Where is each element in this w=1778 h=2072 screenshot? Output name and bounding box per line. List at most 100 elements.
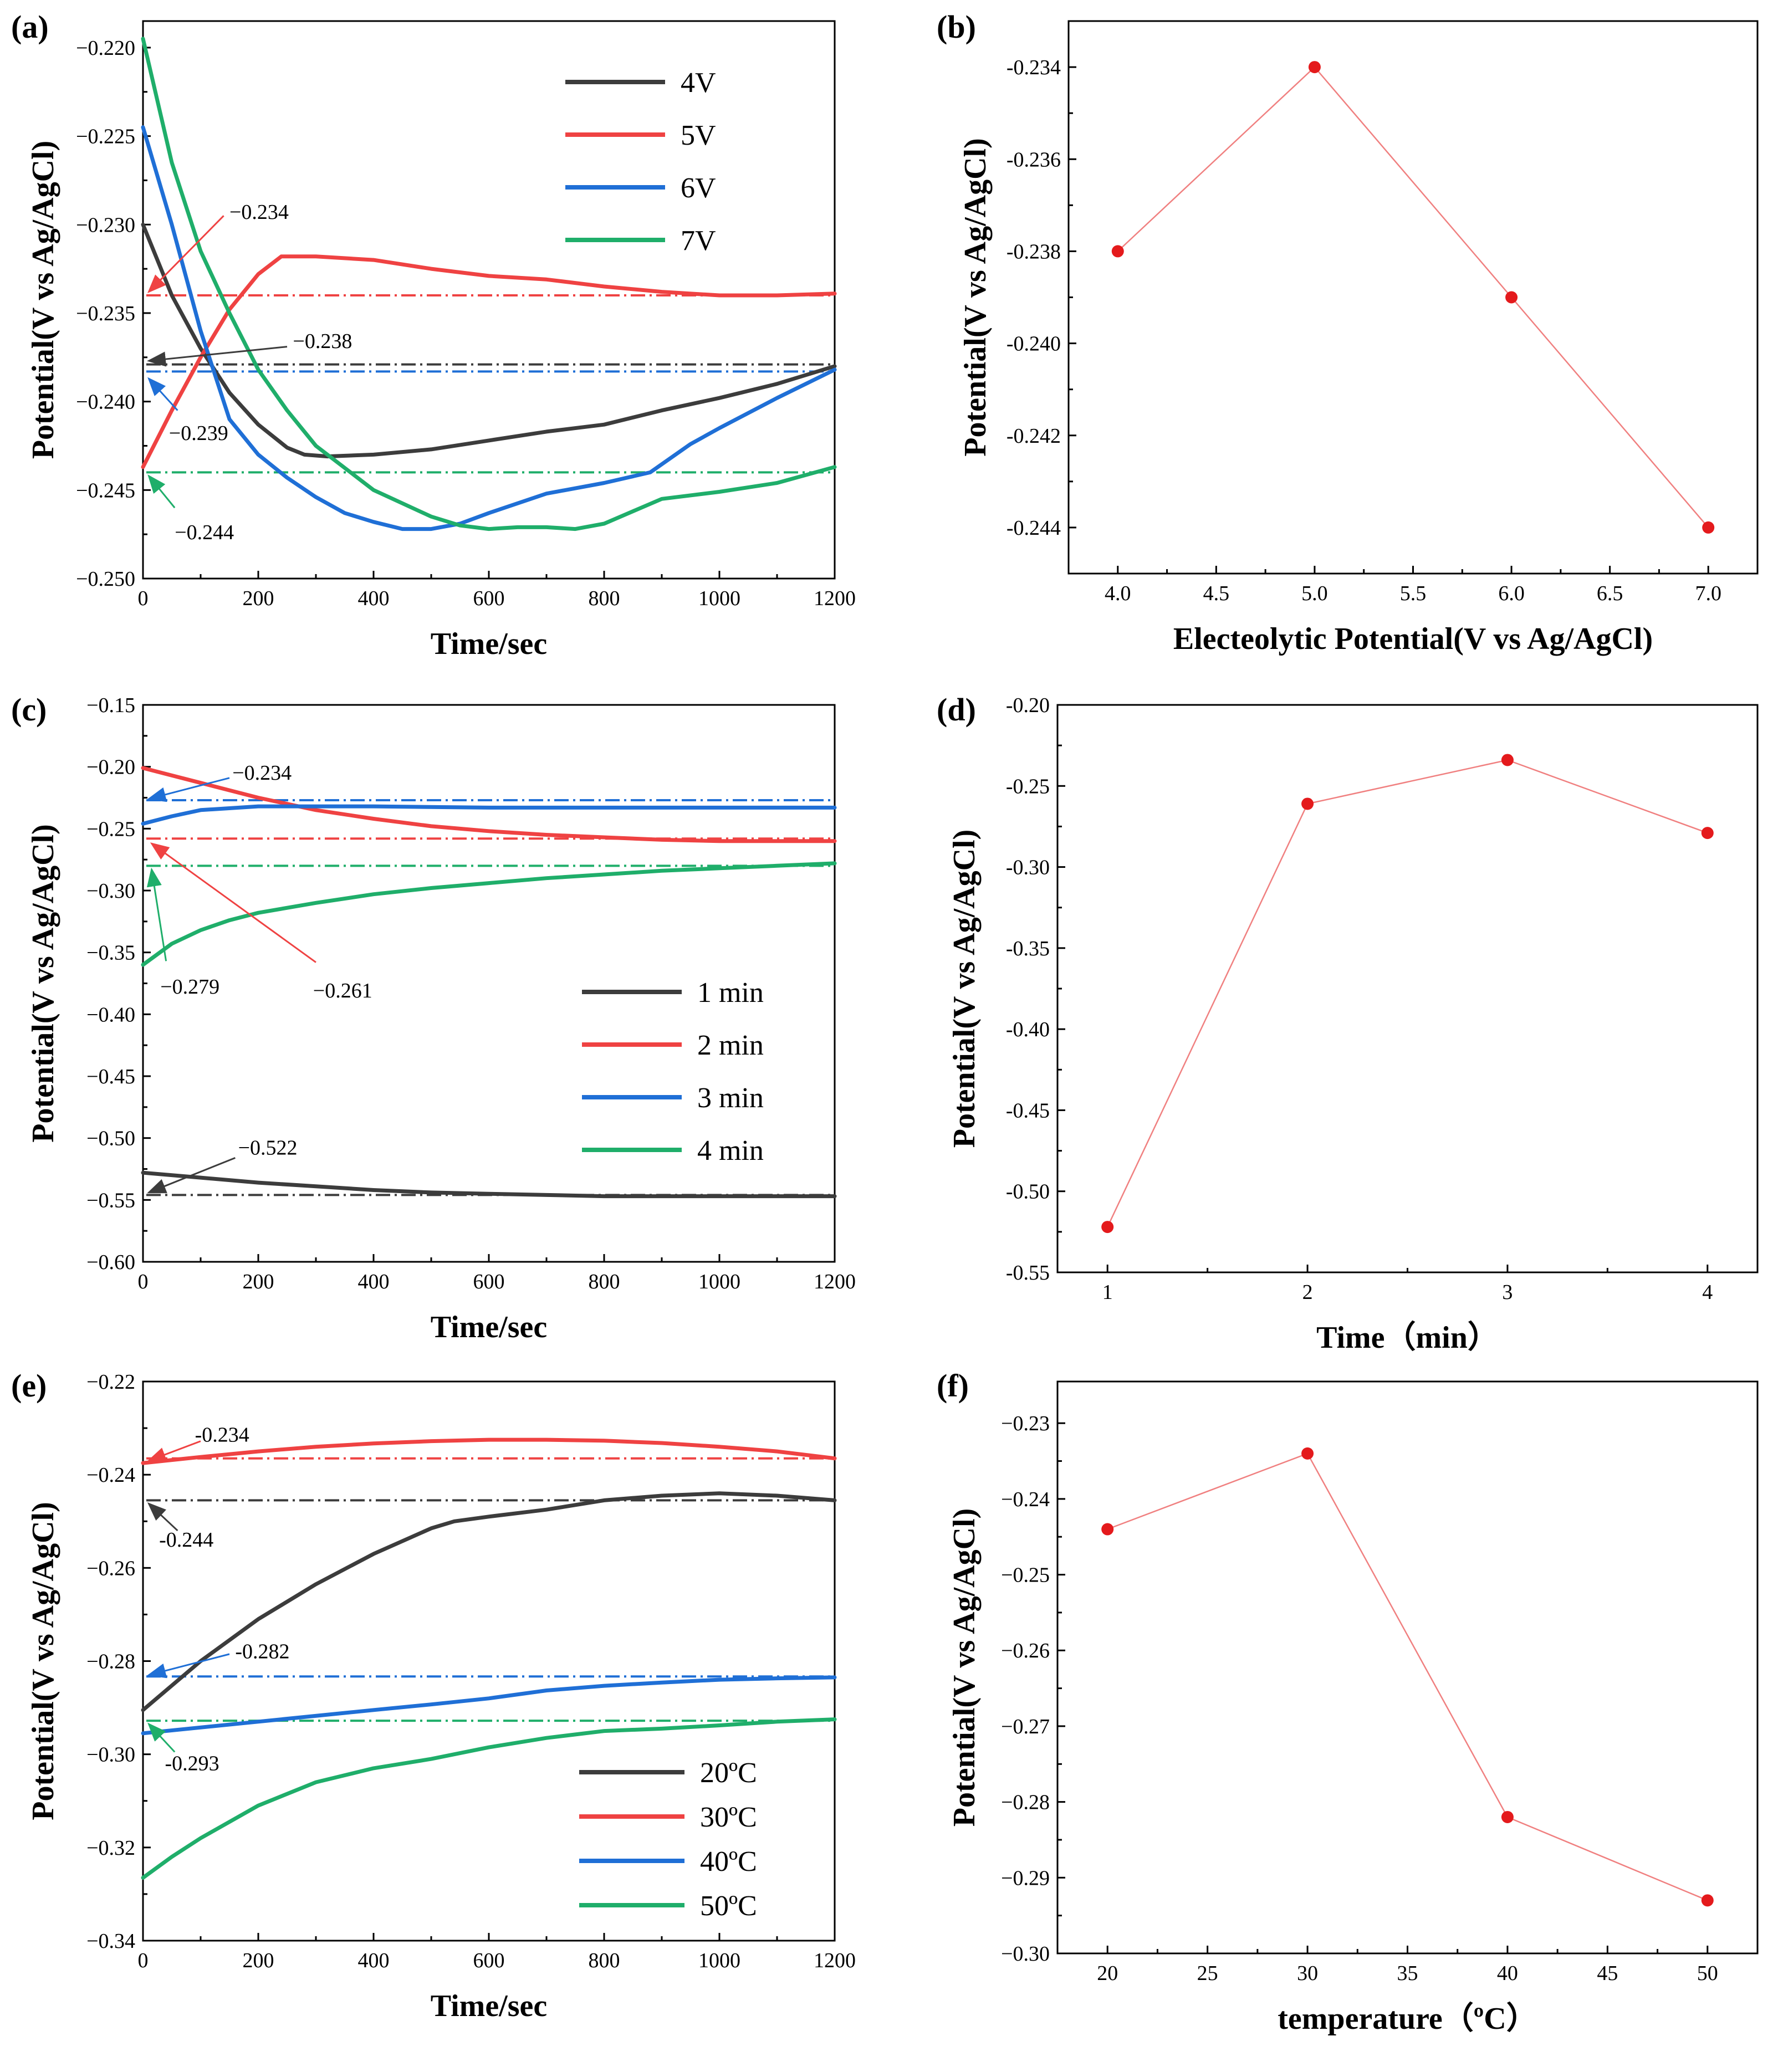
- y-tick-label: −0.235: [76, 302, 135, 325]
- data-point: [1702, 521, 1715, 534]
- x-tick-label: 600: [473, 1270, 505, 1293]
- x-tick-label: 20: [1097, 1962, 1118, 1985]
- x-tick-label: 5.5: [1400, 582, 1427, 605]
- x-axis-title: Electeolytic Potential(V vs Ag/AgCl): [1173, 622, 1653, 656]
- x-tick-label: 1200: [814, 1270, 856, 1293]
- annotation-label: −0.279: [160, 975, 219, 999]
- legend-label: 50ºC: [700, 1890, 757, 1922]
- y-tick-label: −0.25: [86, 817, 135, 841]
- data-point: [1501, 1810, 1514, 1823]
- annotation-arrow: [147, 1653, 230, 1679]
- panel-label: (b): [937, 9, 976, 45]
- y-tick-label: −0.225: [76, 125, 135, 149]
- y-tick-label: -0.234: [1006, 56, 1061, 79]
- x-axis-title: Time/sec: [431, 627, 547, 661]
- y-tick-label: −0.29: [1001, 1866, 1050, 1890]
- series-line-black: [141, 1491, 837, 1712]
- y-tick-label: −0.15: [86, 694, 135, 717]
- panel-label: (e): [11, 1368, 47, 1404]
- plot-frame: [1056, 1380, 1759, 1955]
- y-axis-title: Potential(V vs Ag/AgCl): [26, 824, 60, 1143]
- legend-label: 20ºC: [700, 1757, 757, 1789]
- data-point: [1101, 1523, 1114, 1536]
- y-tick-label: −0.55: [86, 1189, 135, 1212]
- x-tick-label: 7.0: [1695, 582, 1721, 605]
- annotation-arrow: [147, 1502, 178, 1532]
- x-tick-label: 1200: [814, 1949, 856, 1972]
- plot-frame: [1067, 20, 1759, 575]
- annotation-arrow: [147, 377, 178, 411]
- y-tick-label: -0.238: [1006, 240, 1061, 263]
- y-tick-label: −0.24: [86, 1464, 135, 1487]
- x-tick-label: 50: [1697, 1962, 1718, 1985]
- series-line-blue: [141, 125, 837, 531]
- legend-label: 3 min: [697, 1082, 764, 1114]
- y-tick-label: −0.60: [86, 1251, 135, 1274]
- annotation-arrow: [146, 867, 167, 961]
- annotation-arrow: [147, 215, 224, 294]
- y-tick-label: −0.23: [1001, 1412, 1050, 1435]
- x-tick-label: 3: [1502, 1281, 1513, 1304]
- series-line-black: [141, 222, 837, 459]
- y-tick-label: −0.30: [86, 1743, 135, 1767]
- y-tick-label: -0.242: [1006, 424, 1061, 448]
- series-line-blue: [141, 804, 837, 826]
- annotation-arrow: [147, 1722, 176, 1753]
- series-line-red: [141, 254, 837, 469]
- legend-label: 4V: [681, 67, 716, 99]
- y-tick-label: −0.24: [1001, 1488, 1050, 1511]
- x-axis-title: temperature（ºC）: [1278, 2001, 1537, 2036]
- series-line-green: [141, 861, 837, 967]
- legend-label: 30ºC: [700, 1802, 757, 1833]
- x-tick-label: 30: [1297, 1962, 1318, 1985]
- plot-frame: [142, 20, 836, 580]
- y-tick-label: −0.30: [1001, 1942, 1050, 1966]
- legend-label: 7V: [681, 225, 716, 257]
- annotation-label: −0.244: [175, 521, 234, 544]
- x-tick-label: 5.0: [1301, 582, 1328, 605]
- y-tick-label: −0.250: [76, 567, 135, 591]
- x-tick-label: 800: [589, 587, 620, 610]
- connecting-line: [1107, 759, 1708, 1227]
- annotation-label: −0.234: [229, 201, 289, 224]
- y-tick-label: -0.50: [1006, 1180, 1050, 1204]
- x-tick-label: 4.5: [1203, 582, 1230, 605]
- annotation-label: -0.244: [159, 1528, 213, 1552]
- x-axis-title: Time/sec: [431, 1989, 547, 2023]
- x-tick-label: 45: [1597, 1962, 1618, 1985]
- x-tick-label: 800: [589, 1270, 620, 1293]
- y-tick-label: −0.30: [86, 879, 135, 903]
- data-point: [1501, 754, 1514, 766]
- y-tick-label: −0.34: [86, 1930, 135, 1953]
- y-tick-label: −0.28: [86, 1650, 135, 1674]
- y-tick-label: −0.26: [86, 1557, 135, 1580]
- y-tick-label: −0.32: [86, 1836, 135, 1860]
- x-tick-label: 1000: [698, 1270, 740, 1293]
- series-line-black: [141, 1170, 837, 1199]
- y-axis-title: Potential(V vs Ag/AgCl): [947, 1508, 982, 1827]
- x-tick-label: 2: [1302, 1281, 1313, 1304]
- y-tick-label: −0.20: [86, 756, 135, 779]
- y-tick-label: -0.40: [1006, 1018, 1050, 1041]
- y-tick-label: -0.25: [1006, 775, 1050, 798]
- y-tick-label: −0.28: [1001, 1791, 1050, 1814]
- x-tick-label: 200: [243, 587, 274, 610]
- y-tick-label: −0.40: [86, 1003, 135, 1026]
- x-tick-label: 35: [1397, 1962, 1418, 1985]
- x-tick-label: 400: [358, 1270, 390, 1293]
- annotation-label: -0.234: [195, 1424, 249, 1447]
- x-tick-label: 1: [1102, 1281, 1113, 1304]
- annotation-arrow: [147, 777, 230, 802]
- panel-e: (e) 0 200 400 600 800 1000 1200 −0.34 −0.32 −0.30 −…: [11, 1368, 856, 2023]
- y-axis-title: Potential(V vs Ag/AgCl): [26, 141, 60, 459]
- y-tick-label: -0.30: [1006, 856, 1050, 879]
- y-tick-label: −0.50: [86, 1127, 135, 1150]
- y-tick-label: -0.45: [1006, 1099, 1050, 1122]
- y-tick-label: -0.236: [1006, 148, 1061, 171]
- y-axis-title: Potential(V vs Ag/AgCl): [26, 1502, 60, 1820]
- data-point: [1308, 61, 1321, 74]
- x-tick-label: 4.0: [1105, 582, 1131, 605]
- annotation-arrow: [150, 842, 316, 963]
- legend-label: 40ºC: [700, 1846, 757, 1877]
